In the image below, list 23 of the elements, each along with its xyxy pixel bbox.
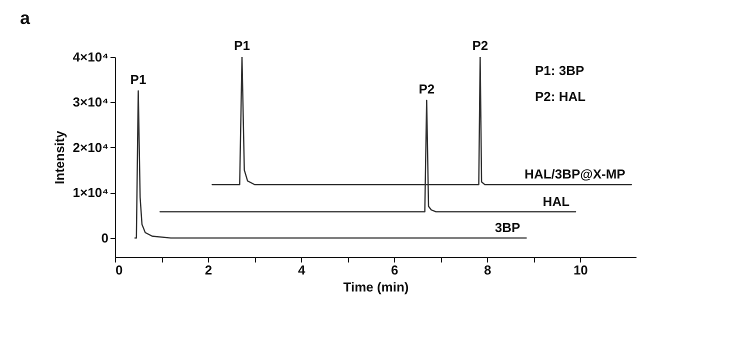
series-label: HAL/3BP@X-MP: [524, 166, 626, 182]
y-tick-label: 4×10⁴: [72, 50, 108, 64]
x-axis-title: Time (min): [343, 280, 409, 294]
chart-title: a: [20, 8, 31, 28]
annotation: P1: 3BP: [535, 63, 584, 78]
annotation: P2: [472, 38, 488, 53]
annotation: P1: [234, 38, 250, 53]
x-tick-label: 6: [390, 262, 398, 278]
x-tick-label: 10: [573, 262, 588, 278]
series-label: HAL: [542, 194, 570, 209]
annotation: P1: [130, 72, 146, 87]
annotation: P2: [418, 81, 435, 96]
y-tick-label: 2×10⁴: [72, 140, 108, 155]
y-axis-title: Intensity: [52, 130, 67, 184]
y-tick-label: 0: [101, 230, 108, 246]
y-tick-label: 1×10⁴: [72, 185, 108, 200]
y-tick-label: 3×10⁴: [72, 94, 108, 110]
x-tick-label: 8: [484, 262, 492, 278]
annotation: P2: HAL: [535, 89, 586, 104]
series-label: 3BP: [494, 220, 521, 235]
x-tick-label: 2: [204, 262, 212, 278]
x-tick-label: 0: [116, 262, 123, 278]
x-tick-label: 4: [298, 262, 306, 278]
